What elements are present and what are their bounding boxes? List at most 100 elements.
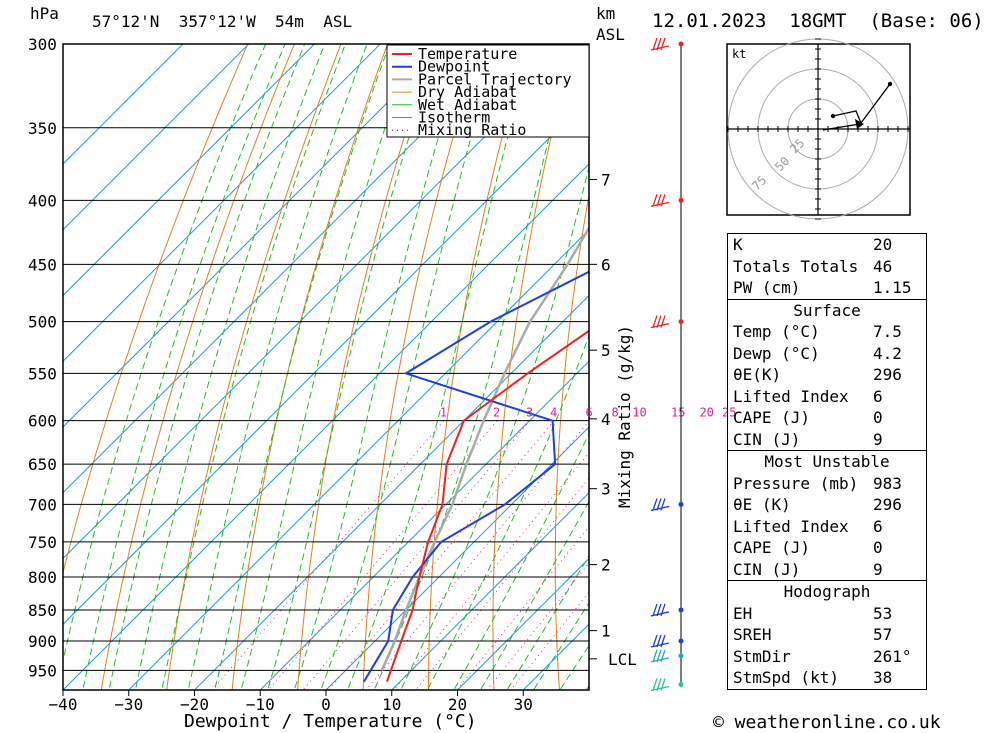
wind-barb-flag: [652, 315, 658, 328]
hodograph-point: [830, 113, 836, 119]
index-key: CIN (J): [733, 429, 801, 449]
isotherm-line: [63, 44, 184, 165]
index-value: 53: [873, 603, 893, 623]
wind-barb-flag: [656, 498, 662, 511]
mixing-ratio-label: 1: [440, 406, 447, 420]
index-value: 9: [873, 429, 883, 449]
isotherm-line: [63, 44, 250, 231]
index-row: Totals Totals 46: [728, 256, 926, 278]
wet-adiabat-line: [108, 44, 306, 690]
wind-profile-dot: [678, 319, 684, 325]
wind-barb-flag: [660, 315, 666, 328]
index-key: Dewp (°C): [733, 343, 820, 363]
wind-barb-flag: [660, 498, 666, 511]
x-tick-label: 10: [382, 695, 401, 714]
legend-label: Mixing Ratio: [418, 121, 526, 139]
mixing-ratio-label: 2: [493, 406, 500, 420]
chart-series: [363, 225, 589, 683]
pressure-unit-label: hPa: [30, 4, 59, 23]
index-row: θE(K) 296: [728, 364, 926, 386]
isotherm-line: [63, 44, 316, 297]
pressure-tick-label: 750: [28, 533, 57, 552]
pressure-tick-label: 650: [28, 455, 57, 474]
index-key: Totals Totals: [733, 256, 859, 276]
pressure-tick-label: 450: [28, 255, 57, 274]
pressure-tick-label: 500: [28, 313, 57, 332]
hodograph-trace: [832, 83, 891, 125]
wind-barb-flag: [660, 649, 666, 663]
index-value: 1.15: [873, 278, 912, 297]
pressure-tick-label: 300: [28, 35, 57, 54]
wind-profile-dot: [678, 681, 684, 687]
legend-label: Temperature: [418, 45, 517, 63]
dry-adiabat-line: [362, 44, 482, 690]
wet-adiabat-line: [161, 44, 347, 690]
wind-barb-flag: [652, 678, 658, 691]
wind-barb-flag: [660, 603, 666, 617]
index-key: Lifted Index: [733, 516, 849, 536]
wet-adiabat-line: [134, 44, 326, 690]
pressure-tick-label: 850: [28, 601, 57, 620]
wind-barb-staff: [650, 505, 670, 512]
index-value: 4.2: [873, 343, 902, 363]
x-tick-label: −30: [114, 695, 143, 714]
index-value: 261°: [873, 646, 912, 666]
index-row: Dewp (°C) 4.2: [728, 343, 926, 365]
wind-profile-dot: [678, 41, 684, 47]
mixing-ratio-label: 15: [671, 406, 685, 420]
dry-adiabat-line: [231, 44, 389, 690]
index-row: CAPE (J) 0: [728, 407, 926, 429]
mixing-ratio-line: [302, 420, 531, 690]
wind-barb: [650, 37, 670, 51]
wind-barb-staff: [650, 642, 670, 648]
index-key: CIN (J): [733, 559, 801, 579]
hodograph-title: Hodograph: [783, 582, 871, 601]
mixing-ratio-label: 20: [699, 406, 713, 420]
wind-barb: [650, 678, 670, 692]
wind-barb-flag: [652, 194, 658, 207]
index-value: 46: [873, 256, 893, 276]
isotherm-line: [325, 426, 589, 690]
wind-barb: [650, 649, 670, 663]
index-key: CAPE (J): [733, 408, 811, 427]
wind-barb-flag: [656, 603, 662, 617]
index-key: K: [733, 235, 743, 254]
x-tick-label: 20: [448, 695, 467, 714]
wind-barb-flag: [660, 37, 666, 51]
wind-barb-flag: [652, 37, 658, 51]
wet-adiabat-line: [267, 44, 440, 690]
wind-barb-flag: [660, 678, 666, 691]
x-axis-title: Dewpoint / Temperature (°C): [184, 711, 477, 732]
mixing-ratio-label: 3: [526, 406, 533, 420]
wind-barb-flag: [656, 649, 662, 663]
dry-adiabat-line: [674, 0, 735, 704]
chart-grid: [63, 0, 735, 704]
mixing-ratio-line: [456, 526, 589, 690]
pressure-tick-label: 950: [28, 661, 57, 680]
pressure-tick-label: 550: [28, 364, 57, 383]
km-tick-label: 5: [601, 341, 611, 360]
pressure-tick-label: 350: [28, 119, 57, 138]
index-row: PW (cm) 1.15: [728, 277, 926, 299]
pressure-tick-label: 900: [28, 632, 57, 651]
wet-adiabat-line: [400, 165, 589, 690]
wind-profile-dot: [678, 197, 684, 203]
wet-adiabat-line: [320, 44, 500, 690]
index-row: Pressure (mb) 983: [728, 473, 926, 495]
mixing-ratio-line: [328, 420, 555, 690]
index-value: 6: [873, 386, 883, 406]
pressure-tick-label: 800: [28, 568, 57, 587]
index-key: θE(K): [733, 365, 782, 384]
mixing-ratio-line: [211, 420, 445, 690]
most-unstable-box: Most Unstable Pressure (mb) 983 θE (K) 296…: [727, 450, 927, 580]
hodograph-point: [887, 81, 893, 87]
index-key: θE (K): [733, 495, 791, 514]
mixing-ratio-label: 8: [612, 406, 619, 420]
index-key: SREH: [733, 625, 772, 644]
hodograph-storm-vector: [822, 123, 861, 131]
wind-barb-flag: [656, 194, 662, 207]
index-value: 0: [873, 408, 883, 427]
wind-barb-flag: [660, 194, 666, 207]
hodograph-box: Hodograph EH 53 SREH 57 StmDir 261° StmSpd …: [727, 580, 927, 690]
